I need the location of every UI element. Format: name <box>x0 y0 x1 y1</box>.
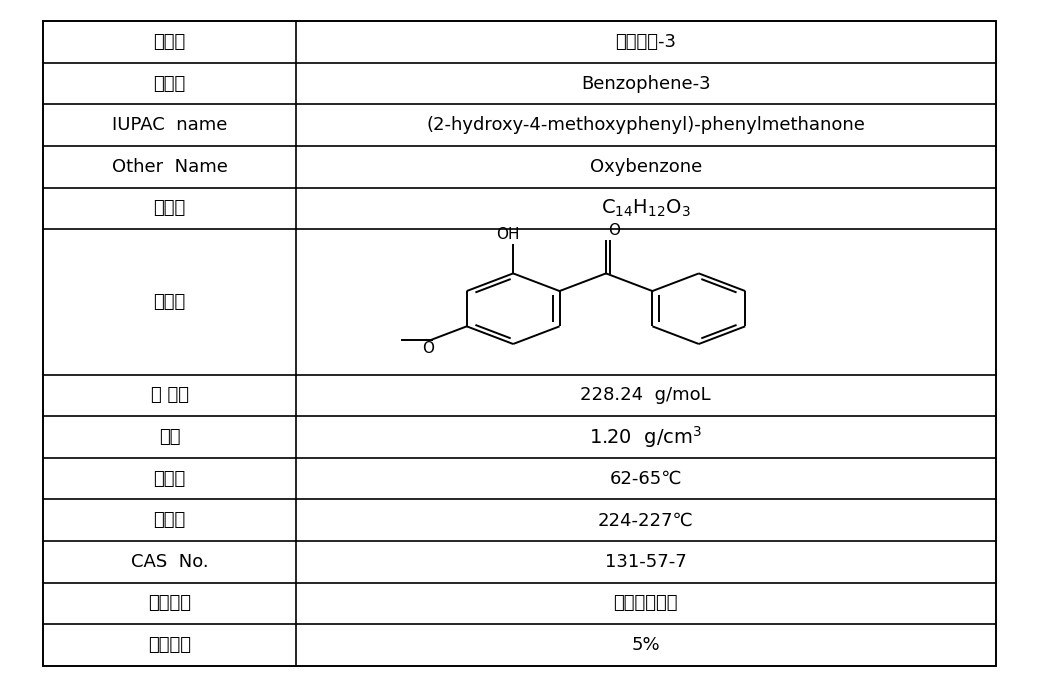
Text: 62-65℃: 62-65℃ <box>610 470 682 488</box>
Text: Other  Name: Other Name <box>111 158 228 176</box>
Text: Oxybenzone: Oxybenzone <box>589 158 701 176</box>
Text: 배합한도: 배합한도 <box>148 636 191 654</box>
Text: 성분명: 성분명 <box>154 33 186 51</box>
Text: O: O <box>608 223 620 238</box>
Text: 벤조페논-3: 벤조페논-3 <box>615 33 676 51</box>
Text: 5%: 5% <box>632 636 660 654</box>
Text: 224-227℃: 224-227℃ <box>597 511 694 529</box>
Text: 녹는점: 녹는점 <box>154 470 186 488</box>
Text: O: O <box>422 341 434 356</box>
Text: (2-hydroxy-4-methoxyphenyl)-phenylmethanone: (2-hydroxy-4-methoxyphenyl)-phenylmethan… <box>426 116 865 134</box>
Text: OH: OH <box>497 227 520 243</box>
Text: $\mathrm{C}_{14}\mathrm{H}_{12}\mathrm{O}_{3}$: $\mathrm{C}_{14}\mathrm{H}_{12}\mathrm{O… <box>601 198 691 219</box>
Text: 구조식: 구조식 <box>154 293 186 311</box>
Text: 밀도: 밀도 <box>159 428 181 446</box>
Text: 분자식: 분자식 <box>154 199 186 217</box>
Text: CAS  No.: CAS No. <box>131 553 209 571</box>
Text: 자외선차단제: 자외선차단제 <box>613 594 677 613</box>
Text: 131-57-7: 131-57-7 <box>605 553 687 571</box>
Text: 영문명: 영문명 <box>154 74 186 93</box>
Text: 228.24  g/moL: 228.24 g/moL <box>581 387 711 405</box>
Text: $1.20\ \ \mathrm{g/cm}^{3}$: $1.20\ \ \mathrm{g/cm}^{3}$ <box>589 424 702 450</box>
Text: 끓는점: 끓는점 <box>154 511 186 529</box>
Text: Benzophene-3: Benzophene-3 <box>581 74 711 93</box>
Text: 배합목적: 배합목적 <box>148 594 191 613</box>
Text: IUPAC  name: IUPAC name <box>112 116 228 134</box>
Text: 몰 질량: 몰 질량 <box>151 387 188 405</box>
